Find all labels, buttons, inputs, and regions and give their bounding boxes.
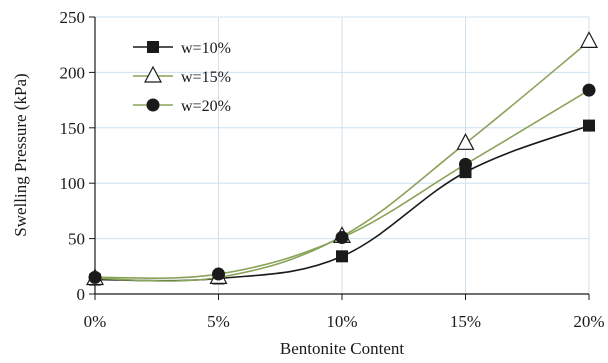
- y-tick-label: 0: [77, 285, 86, 304]
- series-3-point: [459, 157, 472, 171]
- series-1-point: [583, 119, 595, 132]
- series-3-point: [88, 270, 102, 284]
- y-tick-label: 150: [60, 119, 86, 138]
- legend-label: w=20%: [181, 98, 231, 115]
- series-2-point: [580, 31, 598, 48]
- series-3-point: [335, 230, 349, 244]
- axis-layer: 0 50 100 150 200 250 0% 5% 10% 15% 20%: [60, 8, 605, 331]
- x-tick-label: 20%: [573, 312, 604, 331]
- legend-marker: [144, 65, 162, 83]
- series-3-point: [212, 267, 225, 281]
- legend-layer: w=10% w=15% w=20%: [133, 40, 231, 115]
- x-tick-label: 0%: [84, 312, 107, 331]
- series-3-point: [582, 83, 596, 97]
- series-2-point: [456, 133, 475, 150]
- y-tick-label: 200: [60, 63, 86, 82]
- legend-label: w=10%: [181, 40, 231, 57]
- y-axis-title: Swelling Pressure (kPa): [11, 73, 30, 236]
- x-axis-title: Bentonite Content: [280, 339, 404, 358]
- series-layer: [86, 31, 598, 286]
- legend-marker: [146, 98, 160, 112]
- legend-label: w=15%: [181, 69, 231, 86]
- x-tick-label: 5%: [207, 312, 230, 331]
- x-tick-label: 15%: [450, 312, 481, 331]
- legend-marker: [147, 41, 159, 53]
- series-1-point: [336, 250, 348, 263]
- y-tick-label: 50: [68, 230, 85, 249]
- x-tick-label: 10%: [326, 312, 357, 331]
- y-tick-label: 100: [60, 174, 86, 193]
- y-tick-label: 250: [60, 8, 86, 27]
